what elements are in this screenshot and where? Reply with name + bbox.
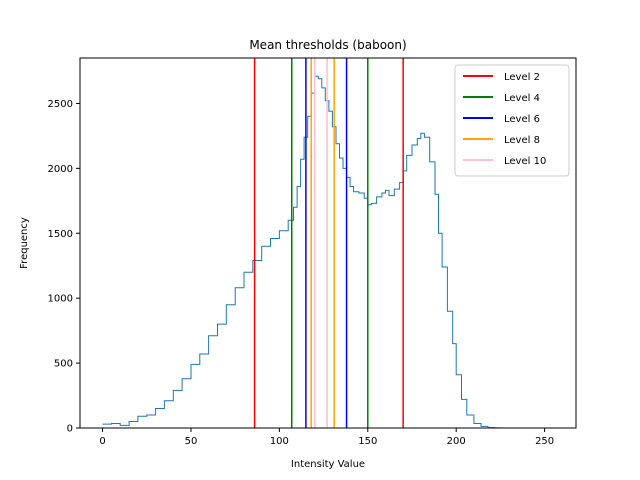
plot-area	[102, 58, 556, 429]
y-axis-label: Frequency	[19, 217, 30, 269]
x-axis-label: Intensity Value	[291, 459, 365, 470]
y-tick-label: 0	[67, 424, 73, 435]
x-tick-label: 50	[185, 436, 198, 447]
y-tick-label: 1500	[48, 229, 73, 240]
x-tick-label: 250	[535, 436, 554, 447]
histogram-line	[102, 75, 556, 429]
legend-label: Level 10	[504, 156, 546, 167]
x-tick-label: 0	[99, 436, 105, 447]
y-tick-label: 2000	[48, 164, 73, 175]
x-tick-label: 200	[447, 436, 466, 447]
legend: Level 2 Level 4 Level 6 Level 8 Level 10	[454, 64, 570, 177]
x-tick-label: 150	[358, 436, 377, 447]
legend-box	[454, 64, 570, 177]
legend-label: Level 2	[504, 72, 540, 83]
axes-frame	[79, 57, 577, 429]
y-tick-label: 2500	[48, 99, 73, 110]
chart-title: Mean thresholds (baboon)	[249, 38, 406, 52]
legend-label: Level 4	[504, 93, 540, 104]
y-tick-label: 1000	[48, 294, 73, 305]
legend-label: Level 8	[504, 135, 540, 146]
legend-label: Level 6	[504, 114, 540, 125]
x-axis: 0 50 100 150 200 250	[99, 428, 554, 447]
x-tick-label: 100	[270, 436, 289, 447]
y-tick-label: 500	[54, 359, 73, 370]
y-axis: 0 500 1000 1500 2000 2500	[48, 99, 80, 435]
